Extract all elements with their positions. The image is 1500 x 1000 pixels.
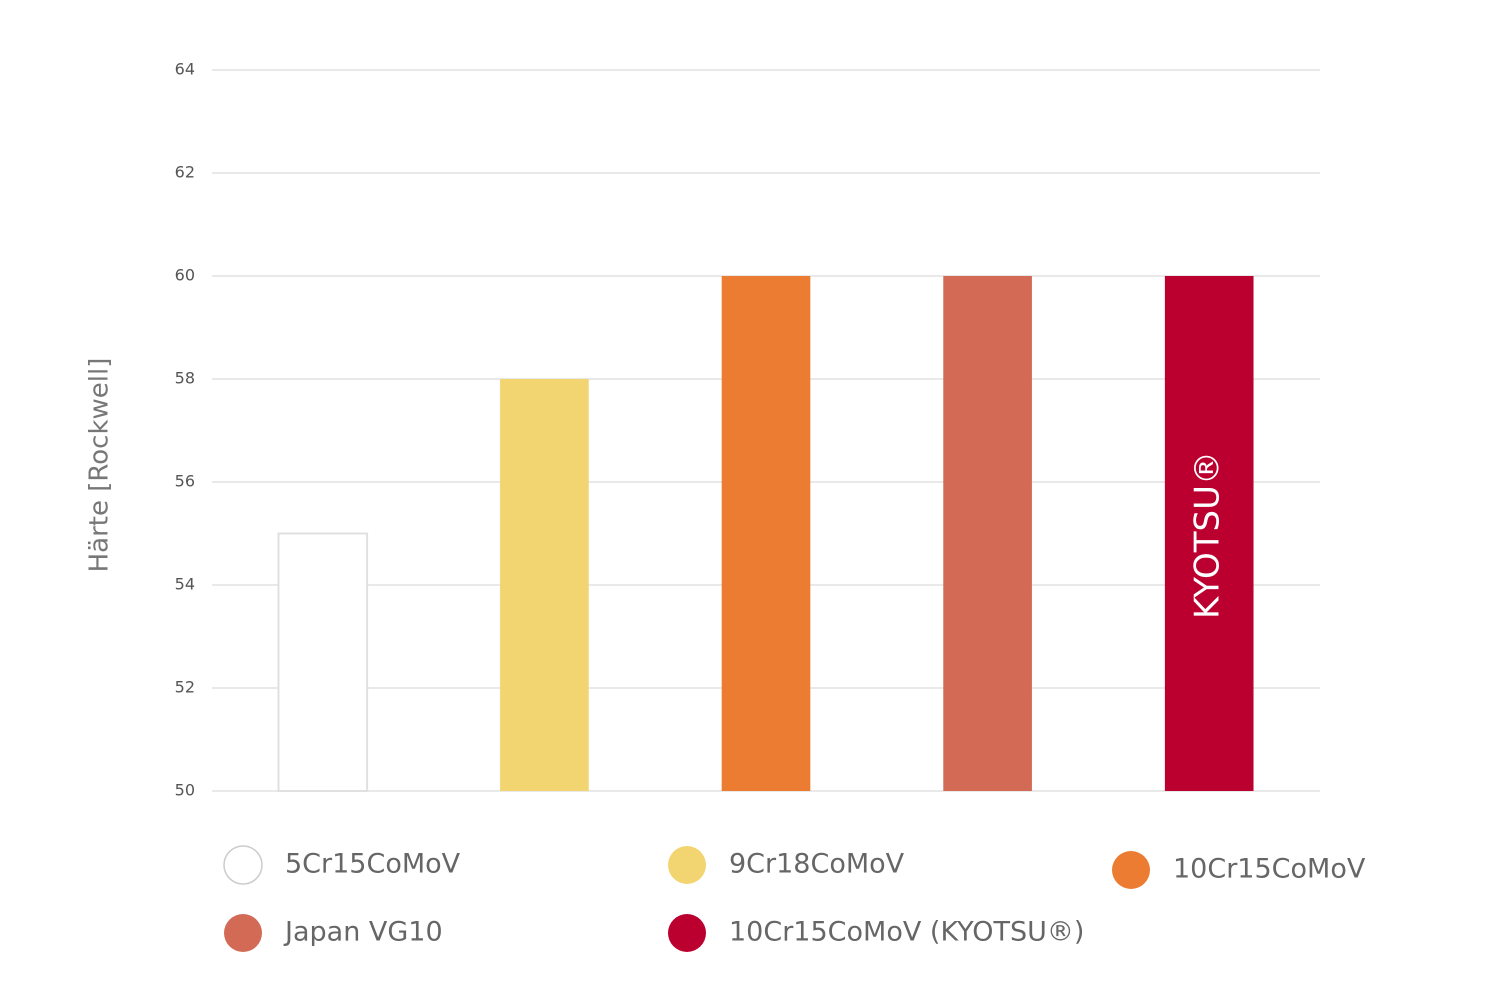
y-tick-label: 64 [175,60,195,79]
y-tick-label: 60 [175,266,195,285]
bar [943,276,1032,791]
legend-marker [668,914,706,952]
y-tick-label: 54 [175,575,195,594]
bar [500,379,589,791]
legend-label: 10Cr15CoMoV (KYOTSU®) [729,917,1084,948]
legend-label: 9Cr18CoMoV [729,849,905,880]
bar [277,532,369,792]
legend-label: 5Cr15CoMoV [285,849,461,880]
y-tick-label: 52 [175,678,195,697]
y-tick-label: 50 [175,781,195,800]
bar [721,276,811,791]
legend-marker [668,846,706,884]
legend-marker [224,914,262,952]
bar [1164,276,1254,791]
legend-label: Japan VG10 [283,917,443,948]
legend-marker [223,845,263,885]
y-tick-label: 56 [175,472,195,491]
y-tick-label: 58 [175,369,195,388]
y-axis-label: Härte [Rockwell] [85,358,115,573]
legend-label: 10Cr15CoMoV [1173,854,1366,885]
y-tick-label: 62 [175,163,195,182]
legend-marker [1112,851,1150,889]
bar-annotation: KYOTSU® [1188,451,1228,619]
